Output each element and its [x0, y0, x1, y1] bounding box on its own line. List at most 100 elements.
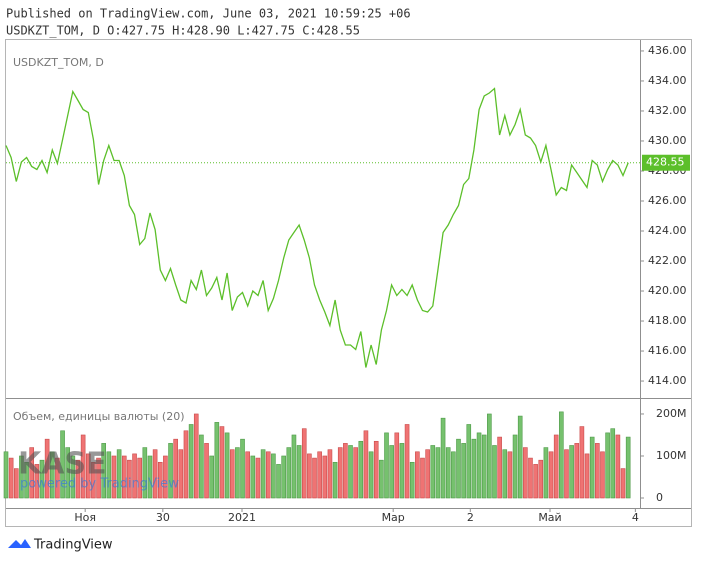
volume-bar — [363, 430, 369, 499]
x-tick-label: 2021 — [228, 511, 256, 524]
marks — [5, 87, 640, 368]
volume-bar — [317, 451, 322, 499]
volume-bar — [574, 443, 580, 499]
x-tick-label: 2 — [467, 511, 474, 524]
y-tick-label: 432.00 — [648, 104, 687, 117]
volume-bar — [523, 447, 528, 499]
volume-bar — [517, 415, 523, 499]
volume-bar — [332, 461, 338, 499]
volume-bar — [301, 428, 307, 499]
volume-bar — [507, 451, 513, 499]
volume-bar — [260, 449, 266, 499]
volume-bar — [55, 457, 60, 499]
volume-bar — [379, 459, 384, 499]
volume-bar — [127, 459, 132, 499]
volume-bar — [471, 438, 477, 499]
volume-bar — [188, 424, 194, 499]
brand-logo — [8, 539, 31, 548]
volume-bar — [91, 461, 96, 499]
volume-bar — [512, 434, 518, 499]
volume-bar — [209, 455, 214, 499]
volume-bar — [137, 457, 142, 499]
volume-bar — [286, 447, 292, 499]
volume-bar — [605, 432, 610, 499]
volume-bar — [368, 451, 374, 499]
volume-bar — [389, 445, 394, 499]
volume-bar — [337, 447, 343, 499]
volume-bar — [307, 453, 312, 499]
volume-bar — [111, 455, 117, 499]
x-tick-label: Ноя — [74, 511, 96, 524]
volume-bar — [625, 436, 631, 499]
volume-bar — [481, 434, 487, 499]
volume-bar — [440, 417, 446, 499]
volume-bar — [281, 455, 286, 499]
volume-bar — [456, 438, 461, 499]
x-tick-label: Май — [538, 511, 561, 524]
volume-bar — [533, 464, 538, 499]
volume-bar — [322, 455, 328, 499]
volume-bar — [19, 455, 24, 499]
volume-bar — [255, 457, 261, 499]
volume-bar — [497, 436, 502, 499]
volume-bar — [620, 468, 626, 499]
y2-tick-label: 100M — [656, 449, 687, 462]
y-tick-label: 422.00 — [648, 254, 687, 267]
x-tick-label: Мар — [382, 511, 405, 524]
volume-bars — [3, 411, 631, 499]
volume-bar — [291, 434, 297, 499]
volume-bar — [85, 453, 91, 499]
volume-bar — [425, 449, 430, 499]
volume-bar — [543, 447, 549, 499]
volume-bar — [430, 445, 436, 499]
legend: USDKZT_TOM, D — [13, 56, 104, 69]
volume-bar — [451, 451, 456, 499]
volume-bar — [75, 459, 81, 499]
price-line — [5, 87, 629, 368]
volume-bar — [312, 457, 317, 499]
y2-tick-label: 200M — [656, 407, 687, 420]
volume-bar — [178, 449, 184, 499]
volume-bar — [116, 449, 122, 499]
last-price-box — [642, 154, 690, 171]
volume-bar — [60, 430, 65, 499]
volume-bar — [121, 455, 127, 499]
volume-bar — [615, 434, 621, 499]
volume-bar — [101, 443, 106, 499]
volume-bar — [487, 413, 492, 499]
volume-bar — [147, 455, 153, 499]
volume-bar — [564, 449, 569, 499]
volume-bar — [492, 445, 497, 499]
volume-bar — [394, 432, 400, 499]
footer-brand: TradingView — [33, 538, 113, 553]
volume-bar — [49, 451, 55, 499]
volume-bar — [229, 449, 235, 499]
volume-bar — [214, 422, 220, 499]
watermark-sub: powered by TradingView — [20, 477, 179, 492]
volume-bar — [240, 438, 245, 499]
volume-bar — [435, 447, 441, 499]
volume-bar — [219, 426, 225, 499]
y-tick-label: 424.00 — [648, 224, 687, 237]
y-tick-label: 420.00 — [648, 284, 687, 297]
last-price-label: 428.55 — [646, 156, 685, 169]
volume-bar — [157, 461, 163, 499]
volume-bar — [373, 440, 379, 499]
volume-bar — [152, 449, 158, 499]
volume-bar — [265, 451, 271, 499]
volume-bar — [538, 459, 544, 499]
volume-bar — [24, 461, 29, 499]
y-tick-label: 436.00 — [648, 44, 687, 57]
volume-bar — [65, 447, 71, 499]
volume-bar — [404, 424, 410, 499]
volume-bar — [466, 424, 472, 499]
x-tick-label: 4 — [632, 511, 639, 524]
y-tick-label: 416.00 — [648, 344, 687, 357]
y2-tick-label: 0 — [656, 491, 663, 504]
volume-bar — [610, 428, 616, 499]
volume-bar — [296, 445, 302, 499]
volume-bar — [409, 461, 415, 499]
volume-bar — [70, 455, 76, 499]
volume-bar — [476, 432, 482, 499]
